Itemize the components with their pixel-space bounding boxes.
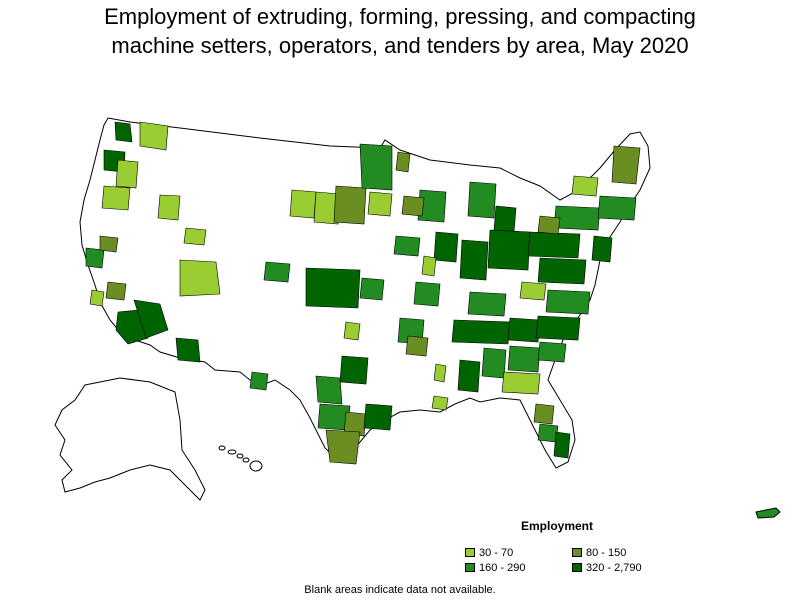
area-denver <box>263 261 291 283</box>
legend-swatch-80-150 <box>572 548 582 557</box>
area-ca-central <box>105 281 127 301</box>
area-sd-mid <box>333 185 367 225</box>
hawaii-islands <box>218 445 263 472</box>
area-tn-east <box>507 317 541 343</box>
area-sd-east <box>313 191 341 225</box>
legend-item-160-290: 160 - 290 <box>465 561 525 574</box>
legend-swatch-30-70 <box>465 548 475 557</box>
legend-item-30-70: 30 - 70 <box>465 546 513 559</box>
area-fl-central <box>537 423 559 443</box>
area-tx-south <box>325 429 361 465</box>
area-ok <box>343 321 361 341</box>
area-nevada-utah <box>179 259 221 297</box>
area-va <box>545 289 591 315</box>
area-al <box>481 347 507 379</box>
area-tn <box>451 319 511 345</box>
area-inland-empire <box>133 299 169 339</box>
area-mn-north <box>359 143 393 191</box>
area-new-england <box>597 195 637 221</box>
area-dfw <box>339 355 369 385</box>
area-kc <box>359 277 385 301</box>
area-maine <box>611 145 641 185</box>
area-houston <box>363 403 393 431</box>
area-ms <box>457 359 481 393</box>
legend-swatch-320-2790 <box>572 563 582 572</box>
area-ms-2 <box>433 363 447 383</box>
area-pa-south <box>537 257 587 285</box>
area-pa <box>527 231 581 259</box>
area-austin <box>343 411 367 437</box>
area-sc <box>537 341 567 363</box>
area-or-mid <box>115 159 139 189</box>
legend-item-320-2790: 320 - 2,790 <box>572 561 642 574</box>
map-title-line-2: machine setters, operators, and tenders … <box>111 33 689 58</box>
legend-label-160-290: 160 - 290 <box>479 561 526 574</box>
area-fl-south <box>553 431 571 459</box>
area-il-mid <box>421 255 437 277</box>
area-nj <box>591 235 613 263</box>
area-kansas <box>305 267 361 309</box>
area-ny <box>553 205 601 231</box>
legend-swatch-160-290 <box>465 563 475 572</box>
area-mo <box>413 281 441 307</box>
area-sd-west <box>289 189 317 219</box>
area-nd <box>395 151 411 173</box>
area-detroit <box>493 205 517 233</box>
area-ia <box>393 235 421 257</box>
area-ky <box>467 291 507 317</box>
area-sacramento <box>99 235 119 253</box>
legend-item-80-150: 80 - 150 <box>572 546 626 559</box>
area-ca-coast <box>89 289 105 307</box>
footnote: Blank areas indicate data not available. <box>304 584 496 596</box>
area-fl-north <box>533 403 555 425</box>
area-oh <box>487 229 531 271</box>
area-mi <box>467 181 497 219</box>
legend-label-80-150: 80 - 150 <box>586 546 627 559</box>
legend-title: Employment <box>521 519 594 533</box>
alaska-outline <box>54 377 206 501</box>
area-ga-south <box>501 371 541 395</box>
map-title: Employment of extruding, forming, pressi… <box>0 2 800 60</box>
area-carolinas <box>535 315 581 341</box>
area-mn-west <box>367 191 393 217</box>
area-sf-bay <box>85 247 105 269</box>
area-tx-north <box>315 375 343 405</box>
area-salt-lake <box>183 227 207 246</box>
area-ga-north <box>507 345 541 373</box>
area-wa-west <box>139 121 169 151</box>
area-wi-mid <box>401 195 425 217</box>
area-la <box>431 395 449 411</box>
map-title-line-1: Employment of extruding, forming, pressi… <box>104 4 696 29</box>
area-ar-2 <box>405 335 429 357</box>
area-ny-2 <box>537 215 561 235</box>
area-seattle <box>114 121 133 143</box>
area-phoenix <box>175 337 201 363</box>
area-wv <box>519 281 547 301</box>
area-polygons <box>85 121 641 465</box>
area-vt-nh <box>571 175 599 197</box>
puerto-rico <box>755 507 781 519</box>
area-boise <box>157 194 181 221</box>
area-in <box>459 239 489 281</box>
area-chicago <box>433 231 459 263</box>
area-or-south <box>101 185 131 211</box>
legend-label-320-2790: 320 - 2,790 <box>586 561 642 574</box>
area-tx-west <box>249 371 269 391</box>
legend-label-30-70: 30 - 70 <box>479 546 514 559</box>
